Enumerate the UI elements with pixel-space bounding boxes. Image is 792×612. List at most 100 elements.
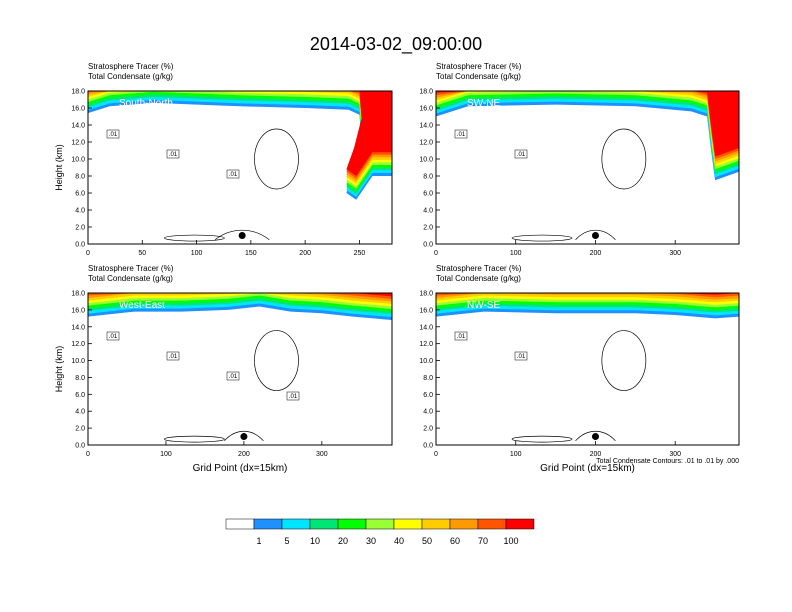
panel-subtitle-tracer: Stratosphere Tracer (%)	[88, 264, 174, 273]
colorbar-swatch	[309, 518, 339, 530]
colorbar-swatch	[225, 518, 255, 530]
panel-direction-label: West-East	[119, 300, 165, 311]
plot-frame	[435, 292, 740, 446]
y-axis-label: Height (km)	[54, 144, 64, 191]
y-tick-label: 16.0	[71, 106, 85, 113]
contour-label: .01	[457, 334, 466, 340]
y-tick-label: 6.0	[75, 191, 85, 198]
y-tick-label: 6.0	[423, 392, 433, 399]
contour-label: .01	[109, 334, 118, 340]
contour-label: .01	[229, 172, 238, 178]
tracer-band-9	[436, 91, 739, 157]
colorbar-label: 70	[478, 536, 488, 546]
panel-south-north: 0.0 2.0 4.0 6.0 8.0 10.0 12.0 14.0 16.0 18.0 0 50 10…	[54, 62, 393, 257]
colorbar-swatch	[281, 518, 311, 530]
colorbar-swatch	[477, 518, 507, 530]
contour-label: .01	[517, 152, 526, 158]
storm-center-marker	[240, 433, 248, 441]
tracer-bands	[436, 91, 739, 181]
contour-label-box	[286, 391, 300, 401]
contour-footnote: Total Condensate Contours: .01 to .01 by…	[596, 458, 739, 465]
contour-label: .01	[169, 354, 178, 360]
y-tick-label: 12.0	[71, 140, 85, 147]
panel-sw-ne: 0.0 2.0 4.0 6.0 8.0 10.0 12.0 14.0 16.0 18.0 0 100 2…	[419, 62, 740, 257]
contour-label-box	[106, 129, 120, 139]
x-tick-label: 100	[510, 250, 522, 257]
y-ticks: 0.0 2.0 4.0 6.0 8.0 10.0 12.0 14.0 16.0 18.0	[419, 89, 440, 249]
y-tick-label: 8.0	[75, 375, 85, 382]
x-tick-label: 0	[434, 250, 438, 257]
y-tick-label: 6.0	[75, 392, 85, 399]
condensate-contours	[164, 128, 299, 242]
y-tick-label: 4.0	[423, 409, 433, 416]
x-tick-label: 250	[354, 250, 366, 257]
storm-center-marker	[591, 433, 599, 441]
figure-title: 2014-03-02_09:00:00	[310, 34, 482, 55]
contour-line	[254, 330, 299, 391]
y-tick-label: 18.0	[71, 291, 85, 298]
x-axis-label: Grid Point (dx=15km)	[193, 463, 288, 474]
storm-center-marker	[591, 232, 599, 239]
tracer-band-9	[88, 91, 392, 176]
x-ticks: 0 50 100 150 200 250	[86, 240, 365, 257]
colorbar-swatch	[337, 518, 367, 530]
contour-label-box	[166, 351, 180, 361]
y-tick-label: 4.0	[423, 208, 433, 215]
x-ticks: 0 100 200 300	[434, 240, 681, 257]
y-tick-label: 8.0	[423, 174, 433, 181]
contour-label: .01	[289, 394, 298, 400]
panel-subtitle-tracer: Stratosphere Tracer (%)	[88, 62, 174, 71]
contour-line	[511, 435, 573, 443]
colorbar-legend: 1 5 10 20 30 40 50 60 70 100	[225, 518, 535, 546]
x-tick-label: 0	[86, 250, 90, 257]
y-tick-label: 12.0	[71, 341, 85, 348]
y-tick-label: 0.0	[75, 443, 85, 450]
tracer-bands	[88, 293, 392, 321]
y-tick-label: 16.0	[419, 307, 433, 314]
y-tick-label: 18.0	[419, 291, 433, 298]
contour-label-box	[166, 149, 180, 159]
contour-line	[254, 128, 299, 190]
contour-label: .01	[229, 374, 238, 380]
x-axis-label: Grid Point (dx=15km)	[540, 463, 635, 474]
colorbar-label: 30	[366, 536, 376, 546]
y-tick-label: 8.0	[423, 375, 433, 382]
x-tick-label: 100	[191, 250, 203, 257]
plot-background	[88, 293, 392, 445]
x-tick-label: 0	[86, 451, 90, 458]
y-tick-label: 12.0	[419, 341, 433, 348]
colorbar-label: 5	[284, 536, 289, 546]
tracer-band-7	[436, 293, 739, 300]
panel-subtitle-tracer: Stratosphere Tracer (%)	[436, 264, 522, 273]
tracer-bands	[88, 91, 392, 200]
y-tick-label: 4.0	[75, 208, 85, 215]
y-tick-label: 0.0	[75, 242, 85, 249]
contour-line	[224, 430, 264, 442]
colorbar-label: 60	[450, 536, 460, 546]
x-tick-label: 0	[434, 451, 438, 458]
contour-label-box	[454, 331, 468, 341]
y-tick-label: 2.0	[75, 426, 85, 433]
contour-line	[575, 430, 616, 442]
panel-direction-label: South-North	[119, 98, 173, 109]
condensate-contours	[164, 330, 299, 443]
x-tick-label: 150	[245, 250, 257, 257]
y-ticks: 0.0 2.0 4.0 6.0 8.0 10.0 12.0 14.0 16.0 18.0	[419, 291, 440, 450]
colorbar-swatch	[505, 518, 535, 530]
panel-direction-label: SW-NE	[467, 98, 500, 109]
colorbar-label: 1	[256, 536, 261, 546]
contour-line	[511, 234, 573, 242]
contour-label-box	[514, 351, 528, 361]
x-tick-label: 200	[590, 250, 602, 257]
colorbar-swatch	[253, 518, 283, 530]
y-tick-label: 18.0	[71, 89, 85, 96]
y-tick-label: 12.0	[419, 140, 433, 147]
y-tick-label: 10.0	[71, 358, 85, 365]
colorbar-label: 10	[310, 536, 320, 546]
x-tick-label: 50	[138, 250, 146, 257]
y-axis-label: Height (km)	[54, 346, 64, 393]
panel-subtitle-condensate: Total Condensate (g/kg)	[436, 274, 521, 283]
y-ticks: 0.0 2.0 4.0 6.0 8.0 10.0 12.0 14.0 16.0 18.0	[71, 89, 92, 249]
x-ticks: 0 100 200 300	[434, 441, 681, 458]
